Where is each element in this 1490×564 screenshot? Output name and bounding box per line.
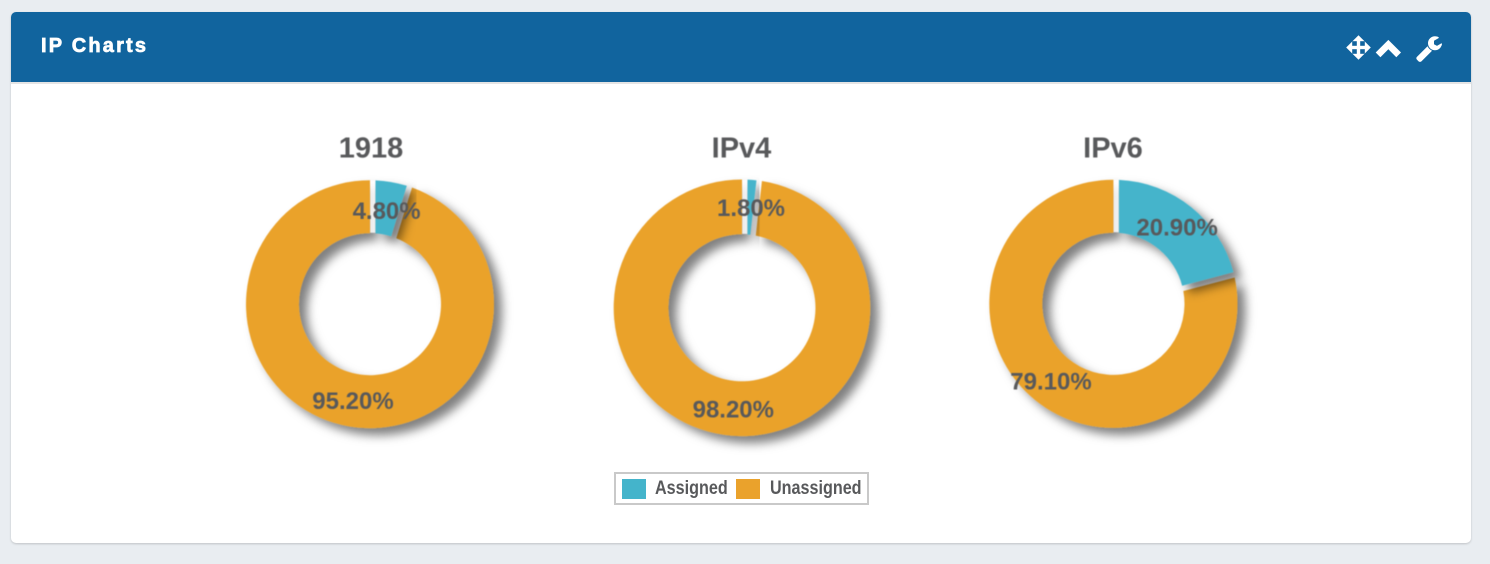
svg-text:95.20%: 95.20% <box>312 388 393 415</box>
svg-text:79.10%: 79.10% <box>1010 369 1091 396</box>
svg-text:4.80%: 4.80% <box>353 198 421 225</box>
svg-text:1918: 1918 <box>339 133 404 165</box>
svg-text:1.80%: 1.80% <box>717 195 785 222</box>
svg-text:20.90%: 20.90% <box>1136 214 1217 241</box>
svg-text:IPv6: IPv6 <box>1083 133 1143 165</box>
svg-text:98.20%: 98.20% <box>693 396 774 423</box>
svg-text:IPv4: IPv4 <box>712 133 772 165</box>
